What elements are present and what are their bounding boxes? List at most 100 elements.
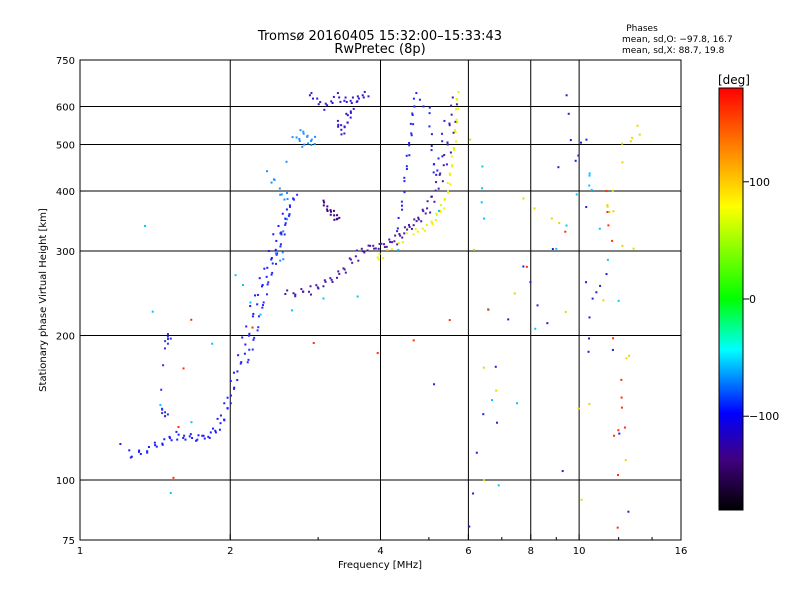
data-point: [631, 136, 634, 139]
data-point: [247, 358, 250, 361]
data-point: [292, 292, 295, 295]
data-point: [258, 277, 261, 280]
data-point: [617, 299, 620, 302]
data-point: [588, 174, 591, 177]
data-point: [605, 273, 608, 276]
data-point: [378, 252, 381, 255]
data-point: [455, 140, 458, 143]
data-point: [415, 220, 418, 223]
data-point: [452, 131, 455, 134]
data-point: [270, 257, 273, 260]
data-point: [587, 337, 590, 340]
data-point: [196, 438, 199, 441]
data-point: [430, 144, 433, 147]
chart-subtitle: RwPretec (8p): [334, 42, 425, 57]
data-point: [259, 313, 262, 316]
data-point: [317, 103, 320, 106]
data-point: [154, 444, 157, 447]
axis-ticks: 1 2 4 6 8 10 16 75 100 200 300 400 500 600 750: [56, 56, 687, 557]
data-point: [430, 220, 433, 223]
data-point: [261, 304, 264, 307]
data-point: [522, 265, 525, 268]
data-point: [577, 407, 580, 410]
colorbar-label: [deg]: [718, 73, 750, 87]
data-point: [472, 248, 475, 251]
data-point: [494, 365, 497, 368]
data-point: [564, 310, 567, 313]
data-point: [253, 294, 256, 297]
data-point: [302, 132, 305, 135]
data-point: [433, 200, 436, 203]
data-point: [588, 316, 591, 319]
data-point: [284, 222, 287, 225]
data-point: [176, 438, 179, 441]
data-point: [324, 280, 327, 283]
data-point: [349, 110, 352, 113]
data-point: [606, 258, 609, 261]
x-axis-label: Frequency [MHz]: [338, 560, 422, 571]
data-point: [452, 146, 455, 149]
data-point: [482, 366, 485, 369]
data-point: [611, 190, 614, 193]
data-point: [237, 354, 240, 357]
data-point: [410, 227, 413, 230]
data-point: [275, 239, 278, 242]
data-point: [337, 125, 340, 128]
data-trace: [469, 124, 641, 501]
data-point: [236, 379, 239, 382]
data-point: [357, 259, 360, 262]
data-point: [298, 139, 301, 142]
data-point: [361, 94, 364, 97]
data-point: [445, 163, 448, 166]
data-point: [497, 484, 500, 487]
data-point: [270, 181, 273, 184]
data-point: [431, 223, 434, 226]
data-point: [311, 97, 314, 100]
data-point: [496, 421, 499, 424]
data-point: [289, 205, 292, 208]
data-point: [164, 340, 167, 343]
data-trace: [172, 190, 626, 529]
data-point: [233, 387, 236, 390]
data-point: [287, 214, 290, 217]
data-point: [340, 133, 343, 136]
data-point: [629, 140, 632, 143]
data-point: [448, 122, 451, 125]
data-point: [440, 132, 443, 135]
data-point: [410, 132, 413, 135]
data-point: [313, 142, 316, 145]
data-point: [443, 119, 446, 122]
data-point: [483, 217, 486, 220]
data-point: [362, 96, 365, 99]
data-point: [139, 452, 142, 455]
data-point: [322, 285, 325, 288]
data-point: [611, 239, 614, 242]
data-trace: [119, 205, 292, 459]
data-point: [333, 218, 336, 221]
data-point: [373, 247, 376, 250]
data-point: [401, 241, 404, 244]
data-point: [262, 301, 265, 304]
data-point: [229, 379, 232, 382]
data-point: [439, 172, 442, 175]
data-point: [322, 297, 325, 300]
data-point: [396, 230, 399, 233]
data-point: [438, 173, 441, 176]
data-point: [605, 190, 608, 193]
data-point: [130, 455, 133, 458]
data-point: [240, 361, 243, 364]
data-point: [251, 326, 254, 329]
data-point: [349, 99, 352, 102]
data-point: [241, 336, 244, 339]
data-point: [356, 295, 359, 298]
data-point: [351, 96, 354, 99]
data-point: [440, 204, 443, 207]
data-point: [298, 138, 301, 141]
data-points: [119, 90, 641, 529]
data-point: [331, 101, 334, 104]
y-tick-label: 500: [56, 141, 75, 152]
data-point: [367, 95, 370, 98]
data-point: [455, 108, 458, 111]
y-tick-label: 100: [56, 476, 75, 487]
